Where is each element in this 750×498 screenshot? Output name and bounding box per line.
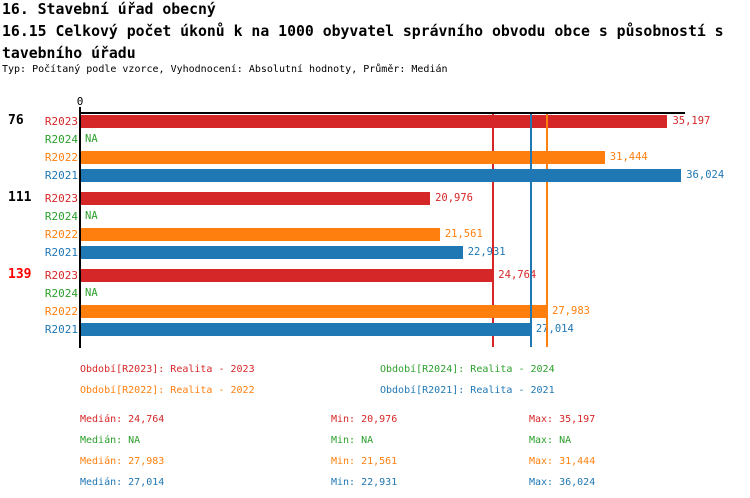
median-line-R2023 [492, 114, 495, 347]
group-label-111: 111 [8, 190, 32, 205]
page-title-line3: tavebního úřadu [2, 45, 136, 62]
legend-item-R2024: Období[R2024]: Realita - 2024 [380, 364, 555, 375]
stat-median-R2022: Medián: 27,983 [80, 456, 165, 467]
page-title-line1: 16. Stavební úřad obecný [2, 1, 216, 18]
legend-item-R2023: Období[R2023]: Realita - 2023 [80, 364, 255, 375]
chart-meta-line: Typ: Počítaný podle vzorce, Vyhodnocení:… [2, 64, 448, 75]
bar-value-label: 21,561 [444, 228, 483, 240]
row-label-R2021: R2021 [44, 246, 78, 259]
stat-median-R2023: Medián: 24,764 [80, 414, 165, 425]
stat-max-R2021: Max: 36,024 [529, 477, 596, 488]
row-label-R2021: R2021 [44, 323, 78, 336]
bar-R2022-group-76 [80, 151, 605, 164]
group-label-139: 139 [8, 267, 32, 282]
row-label-R2024: R2024 [44, 133, 78, 146]
row-label-R2022: R2022 [44, 228, 78, 241]
bar-R2021-group-111 [80, 246, 463, 259]
origin-tick [79, 107, 81, 112]
median-line-R2022 [546, 114, 549, 347]
row-label-R2022: R2022 [44, 305, 78, 318]
bar-value-label: 24,764 [498, 269, 537, 281]
stat-max-R2022: Max: 31,444 [529, 456, 596, 467]
y-axis-line [79, 112, 81, 348]
row-label-R2024: R2024 [44, 287, 78, 300]
stat-max-R2023: Max: 35,197 [529, 414, 596, 425]
bar-R2023-group-76 [80, 115, 668, 128]
na-label: NA [85, 210, 98, 222]
page-title-line2: 16.15 Celkový počet úkonů k na 1000 obyv… [2, 23, 724, 40]
bar-R2021-group-139 [80, 323, 531, 336]
legend-item-R2022: Období[R2022]: Realita - 2022 [80, 385, 255, 396]
bar-value-label: 36,024 [686, 169, 725, 181]
bar-value-label: 27,983 [552, 305, 590, 317]
bar-R2023-group-139 [80, 269, 494, 282]
na-label: NA [85, 287, 98, 299]
bar-value-label: 22,931 [467, 246, 506, 258]
stat-median-R2021: Medián: 27,014 [80, 477, 165, 488]
stat-min-R2022: Min: 21,561 [331, 456, 398, 467]
legend-item-R2021: Období[R2021]: Realita - 2021 [380, 385, 555, 396]
na-label: NA [85, 133, 98, 145]
row-label-R2024: R2024 [44, 210, 78, 223]
x-axis-line [79, 112, 685, 114]
bar-R2022-group-139 [80, 305, 548, 318]
median-line-R2021 [529, 114, 532, 347]
stat-max-R2024: Max: NA [529, 435, 572, 446]
bar-value-label: 31,444 [609, 151, 648, 163]
bar-value-label: 27,014 [535, 323, 574, 335]
bar-value-label: 35,197 [672, 115, 711, 127]
origin-tick-label: 0 [76, 95, 84, 108]
stat-min-R2021: Min: 22,931 [331, 477, 398, 488]
bar-R2023-group-111 [80, 192, 431, 205]
group-label-76: 76 [8, 113, 24, 128]
stat-min-R2023: Min: 20,976 [331, 414, 398, 425]
bar-R2021-group-76 [80, 169, 682, 182]
stat-median-R2024: Medián: NA [80, 435, 141, 446]
row-label-R2023: R2023 [44, 269, 78, 282]
stat-min-R2024: Min: NA [331, 435, 374, 446]
row-label-R2021: R2021 [44, 169, 78, 182]
row-label-R2023: R2023 [44, 192, 78, 205]
row-label-R2022: R2022 [44, 151, 78, 164]
bar-R2022-group-111 [80, 228, 440, 241]
bar-value-label: 20,976 [435, 192, 474, 204]
row-label-R2023: R2023 [44, 115, 78, 128]
